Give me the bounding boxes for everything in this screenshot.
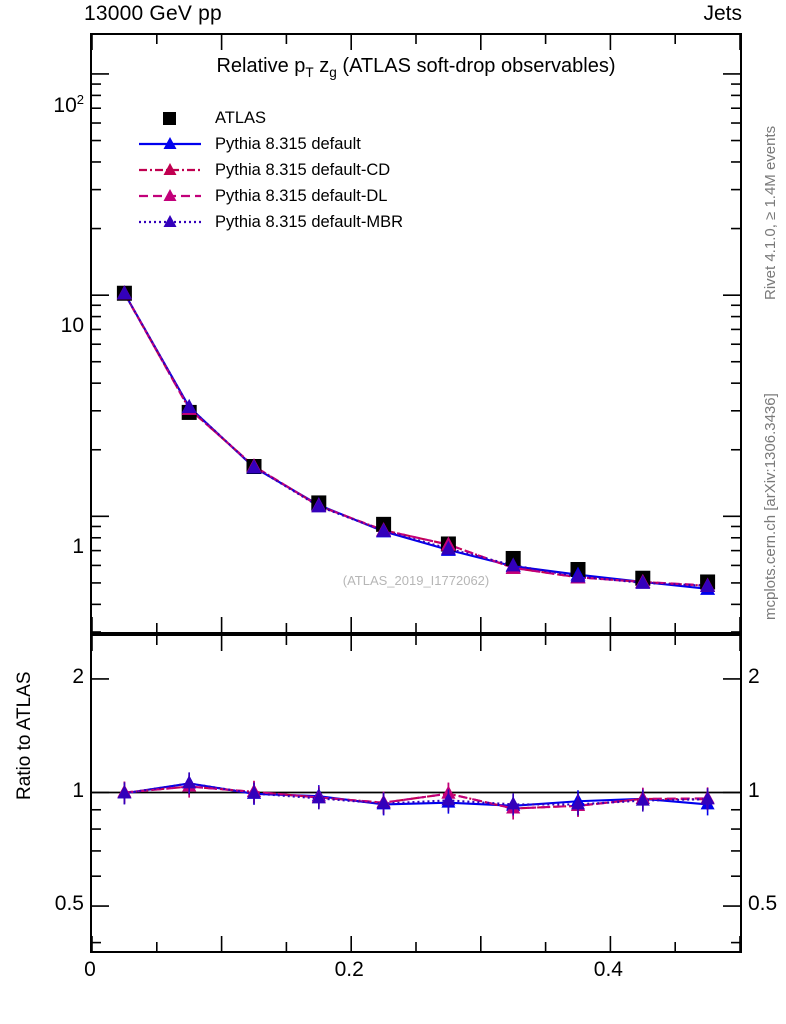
legend-label-default-dl: Pythia 8.315 default-DL — [215, 187, 388, 205]
analysis-id-watermark: (ATLAS_2019_I1772062) — [342, 573, 490, 588]
header-right-category-label: Jets — [703, 2, 742, 25]
legend-label-atlas: ATLAS — [215, 109, 267, 127]
plot-title-sub-pt: T — [305, 65, 314, 80]
main-plot-canvas — [92, 35, 740, 632]
ratio-y-ticklabel-05-right: 0.5 — [748, 892, 778, 916]
legend-key-atlas — [137, 105, 203, 131]
header-left-beam-label: 13000 GeV pp — [84, 2, 222, 25]
y-ticklabel-100: 102 — [53, 91, 84, 117]
legend-item-default-mbr[interactable]: Pythia 8.315 default-MBR — [137, 209, 403, 235]
legend-label-default-mbr: Pythia 8.315 default-MBR — [215, 213, 404, 231]
x-ticklabel-02: 0.2 — [334, 958, 364, 981]
ratio-y-ticklabel-1-right: 1 — [748, 778, 760, 802]
mcplots-source-caption: mcplots.cern.ch [arXiv:1306.3436] — [762, 393, 779, 620]
legend-item-default-cd[interactable]: Pythia 8.315 default-CD — [137, 157, 403, 183]
ratio-y-axis-ticklabels-left: 2 1 0.5 — [0, 634, 84, 953]
plot-title-suffix: (ATLAS soft-drop observables) — [336, 55, 616, 77]
ratio-y-ticklabel-1-left: 1 — [72, 778, 84, 802]
main-plot-panel — [90, 33, 742, 634]
y-ticklabel-100-exponent: 2 — [76, 91, 84, 107]
legend-key-default-cd — [137, 157, 203, 183]
legend-item-atlas[interactable]: ATLAS — [137, 105, 403, 131]
legend-item-default-dl[interactable]: Pythia 8.315 default-DL — [137, 183, 403, 209]
plot-title-mid: z — [313, 55, 330, 77]
ratio-y-ticklabel-05-left: 0.5 — [54, 892, 84, 916]
plot-title-prefix: Relative p — [216, 55, 306, 77]
y-ticklabel-10: 10 — [60, 314, 84, 338]
plot-title: Relative pT zg (ATLAS soft-drop observab… — [90, 55, 742, 80]
legend-key-default-dl — [137, 183, 203, 209]
ratio-y-ticklabel-2-right: 2 — [748, 664, 760, 688]
legend-key-default-mbr — [137, 209, 203, 235]
ratio-plot-panel — [90, 634, 742, 953]
x-ticklabel-04: 0.4 — [593, 958, 623, 981]
ratio-y-ticklabel-2-left: 2 — [72, 664, 84, 688]
main-y-axis-ticklabels: 102 10 1 — [0, 33, 84, 634]
x-axis-ticklabels: 0 0.2 0.4 — [0, 958, 786, 988]
legend-key-default — [137, 131, 203, 157]
rivet-version-caption: Rivet 4.1.0, ≥ 1.4M events — [762, 125, 779, 300]
plot-title-sub-zg: g — [329, 65, 337, 80]
ratio-y-axis-ticklabels-right: 2 1 0.5 — [748, 634, 786, 953]
legend-label-default: Pythia 8.315 default — [215, 135, 361, 153]
ratio-plot-canvas — [92, 636, 740, 951]
legend: ATLAS Pythia 8.315 default Pythia 8.315 … — [137, 105, 403, 235]
x-ticklabel-0: 0 — [84, 958, 96, 981]
y-ticklabel-1: 1 — [72, 535, 84, 559]
legend-item-default[interactable]: Pythia 8.315 default — [137, 131, 403, 157]
legend-label-default-cd: Pythia 8.315 default-CD — [215, 161, 391, 179]
